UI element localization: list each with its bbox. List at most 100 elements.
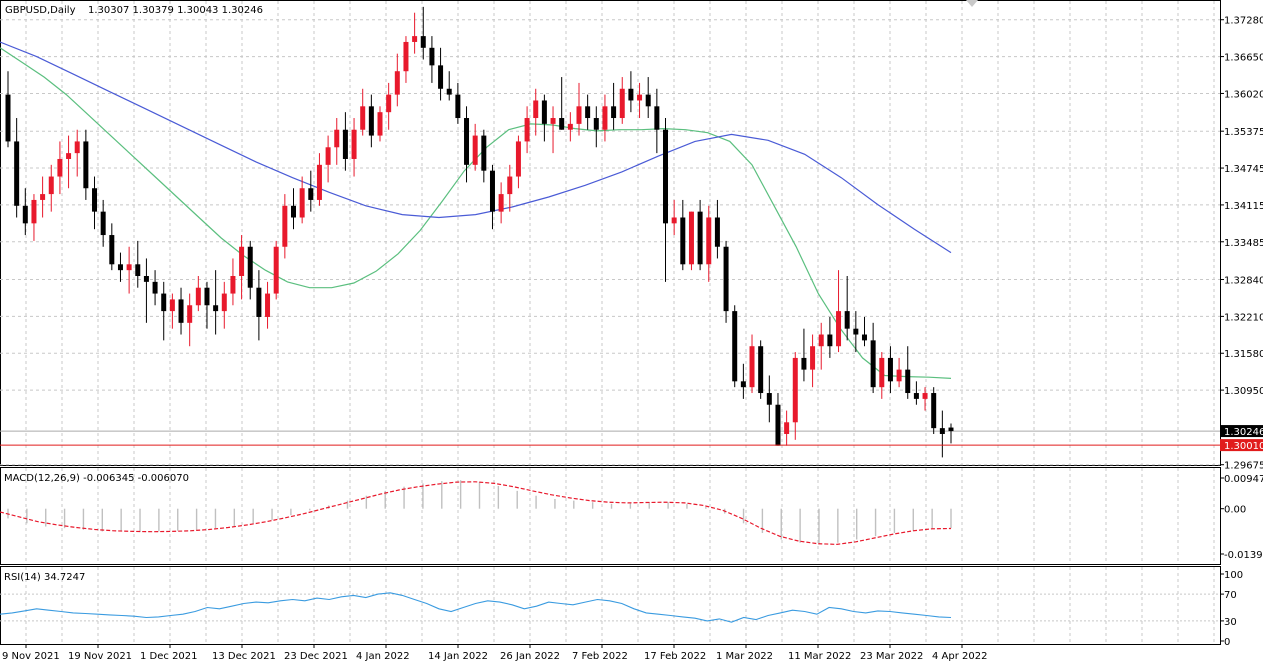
candle[interactable]	[22, 188, 28, 236]
chart-shift-marker-icon[interactable]	[966, 0, 978, 7]
candle[interactable]	[135, 240, 141, 288]
candle[interactable]	[593, 106, 599, 148]
candle[interactable]	[489, 164, 495, 230]
candle[interactable]	[412, 12, 418, 54]
candle[interactable]	[611, 82, 617, 130]
candle[interactable]	[230, 258, 236, 306]
candle[interactable]	[5, 71, 11, 148]
candle[interactable]	[472, 123, 478, 171]
candle[interactable]	[870, 322, 876, 394]
candle[interactable]	[567, 112, 573, 142]
candle[interactable]	[775, 393, 781, 446]
candle[interactable]	[282, 194, 288, 259]
candle[interactable]	[342, 112, 348, 171]
candle[interactable]	[507, 164, 513, 212]
candle[interactable]	[576, 82, 582, 136]
candle[interactable]	[290, 188, 296, 230]
candle[interactable]	[455, 82, 461, 124]
candle[interactable]	[299, 176, 305, 224]
candle[interactable]	[732, 305, 738, 388]
candle[interactable]	[740, 363, 746, 399]
candle[interactable]	[429, 36, 435, 83]
candle[interactable]	[368, 94, 374, 148]
candle[interactable]	[818, 322, 824, 370]
candle[interactable]	[169, 293, 175, 329]
candle[interactable]	[879, 352, 885, 399]
candle[interactable]	[66, 135, 72, 189]
candle[interactable]	[688, 211, 694, 271]
candlesticks[interactable]	[5, 6, 954, 458]
candle[interactable]	[792, 352, 798, 440]
candle[interactable]	[533, 88, 539, 136]
candle[interactable]	[645, 77, 651, 119]
candle[interactable]	[394, 53, 400, 107]
candle[interactable]	[905, 346, 911, 399]
candle[interactable]	[784, 410, 790, 446]
candle[interactable]	[541, 94, 547, 142]
candle[interactable]	[602, 94, 608, 142]
candle[interactable]	[481, 129, 487, 183]
candle[interactable]	[913, 381, 919, 405]
candle[interactable]	[663, 118, 669, 282]
candle[interactable]	[723, 240, 729, 323]
candle[interactable]	[221, 281, 227, 329]
candle[interactable]	[585, 94, 591, 130]
candle[interactable]	[48, 164, 54, 212]
candle[interactable]	[178, 287, 184, 335]
candle[interactable]	[515, 135, 521, 189]
candle[interactable]	[810, 334, 816, 388]
candle[interactable]	[766, 375, 772, 423]
candle[interactable]	[628, 71, 634, 113]
candle[interactable]	[92, 176, 98, 230]
candle[interactable]	[204, 281, 210, 329]
candle[interactable]	[896, 357, 902, 388]
candle[interactable]	[619, 77, 625, 124]
candle[interactable]	[749, 334, 755, 394]
candle[interactable]	[524, 106, 530, 154]
candle[interactable]	[939, 410, 945, 458]
candle[interactable]	[836, 270, 842, 353]
candle[interactable]	[273, 240, 279, 300]
candle[interactable]	[316, 153, 322, 206]
candle[interactable]	[14, 118, 20, 218]
candle[interactable]	[152, 270, 158, 306]
candle[interactable]	[386, 82, 392, 130]
candle[interactable]	[948, 423, 954, 444]
candle[interactable]	[714, 199, 720, 259]
candle[interactable]	[559, 77, 565, 130]
candle[interactable]	[697, 199, 703, 271]
candle[interactable]	[31, 194, 37, 241]
candle[interactable]	[351, 118, 357, 177]
candle[interactable]	[420, 6, 426, 60]
candle[interactable]	[40, 176, 46, 218]
candle[interactable]	[117, 252, 123, 282]
candle[interactable]	[853, 311, 859, 353]
candle[interactable]	[403, 36, 409, 83]
candle[interactable]	[83, 129, 89, 200]
candle[interactable]	[161, 281, 167, 341]
candle[interactable]	[126, 246, 132, 294]
candle[interactable]	[239, 235, 245, 300]
candle[interactable]	[680, 199, 686, 271]
candle[interactable]	[498, 182, 504, 224]
candle[interactable]	[706, 205, 712, 282]
candle[interactable]	[187, 293, 193, 347]
candle[interactable]	[671, 199, 677, 236]
candle[interactable]	[464, 106, 470, 183]
candle[interactable]	[844, 276, 850, 341]
candle[interactable]	[637, 82, 643, 119]
candle[interactable]	[758, 340, 764, 399]
candle[interactable]	[861, 316, 867, 347]
candle[interactable]	[446, 71, 452, 101]
candle[interactable]	[256, 270, 262, 341]
candle[interactable]	[100, 199, 106, 247]
candle[interactable]	[74, 129, 80, 177]
candle[interactable]	[195, 276, 201, 312]
candle[interactable]	[801, 328, 807, 382]
candle[interactable]	[550, 106, 556, 154]
candle[interactable]	[213, 270, 219, 335]
candle[interactable]	[308, 170, 314, 212]
candle[interactable]	[247, 240, 253, 300]
candle[interactable]	[334, 118, 340, 165]
